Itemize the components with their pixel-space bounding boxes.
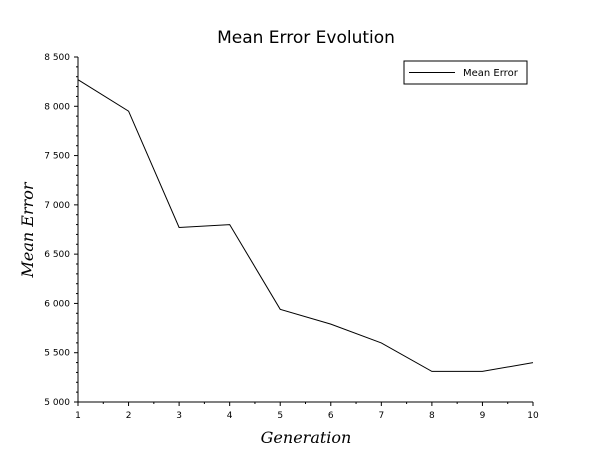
x-tick-label: 4 bbox=[227, 411, 233, 421]
y-tick-label: 8 500 bbox=[44, 53, 70, 63]
y-tick-label: 7 500 bbox=[44, 152, 70, 162]
chart-title: Mean Error Evolution bbox=[217, 28, 395, 48]
x-tick-label: 9 bbox=[480, 411, 486, 421]
x-tick-label: 3 bbox=[176, 411, 182, 421]
y-tick-label: 8 000 bbox=[44, 102, 70, 112]
x-tick-label: 10 bbox=[527, 411, 539, 421]
plot-area bbox=[77, 79, 534, 372]
y-tick-label: 6 500 bbox=[44, 250, 70, 260]
x-tick-label: 6 bbox=[328, 411, 334, 421]
axes: 5 000 5 500 6 000 6 500 7 000 7 500 8 000 8 500… bbox=[44, 53, 539, 421]
y-tick-label: 5 500 bbox=[44, 349, 70, 359]
x-tick-label: 1 bbox=[75, 411, 81, 421]
x-axis-label: Generation bbox=[261, 428, 352, 447]
y-tick-label: 5 000 bbox=[44, 398, 70, 408]
y-axis-label: Mean Error bbox=[18, 181, 37, 278]
x-tick-label: 2 bbox=[126, 411, 132, 421]
y-tick-label: 6 000 bbox=[44, 299, 70, 309]
legend: Mean Error bbox=[403, 60, 528, 85]
x-tick-label: 5 bbox=[277, 411, 283, 421]
legend-entry-label: Mean Error bbox=[463, 68, 519, 79]
x-tick-label: 8 bbox=[429, 411, 435, 421]
x-tick-label: 7 bbox=[378, 411, 384, 421]
legend-box bbox=[403, 60, 528, 85]
series-line-mean-error bbox=[77, 79, 534, 372]
y-tick-label: 7 000 bbox=[44, 201, 70, 211]
